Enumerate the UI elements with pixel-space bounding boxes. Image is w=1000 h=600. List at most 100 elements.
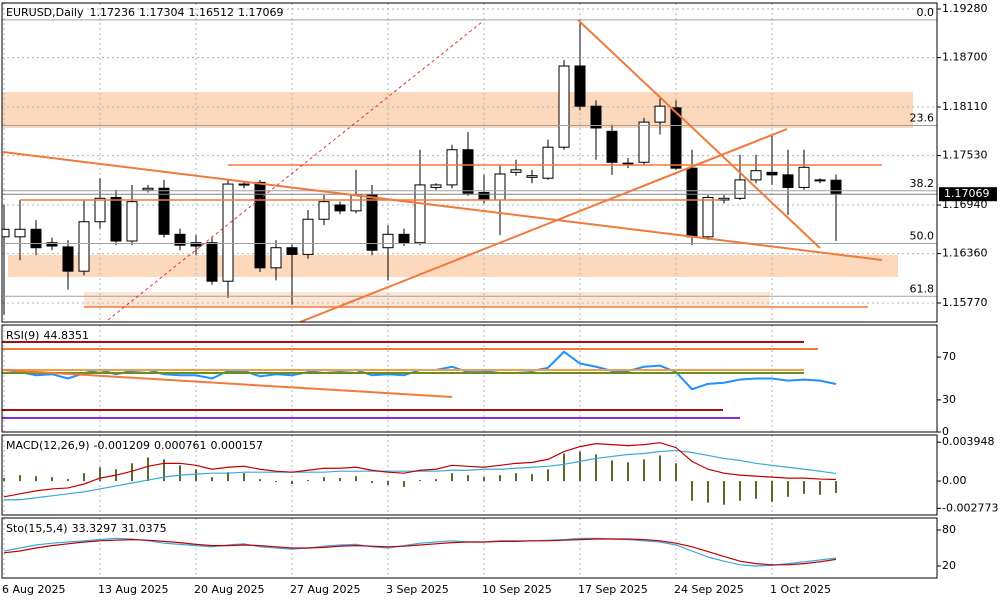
y-tick-label: 1.18110 (942, 100, 988, 113)
candle-body (494, 173, 506, 201)
y-tick-label: 1.17530 (942, 149, 988, 162)
histogram-bar (531, 474, 533, 482)
indicator-value: -0.001209 (94, 439, 150, 452)
histogram-bar (419, 480, 421, 482)
candle-body (558, 65, 570, 148)
x-tick-label: 20 Aug 2025 (194, 583, 264, 596)
chart-header: EURUSD,Daily 1.17236 1.17304 1.16512 1.17069 (6, 6, 283, 19)
series-group (3, 442, 837, 505)
histogram-bar (307, 480, 309, 482)
trend-line (3, 369, 453, 398)
histogram-bar (755, 481, 757, 499)
candle-body (350, 194, 362, 212)
y-tick-label: 20 (942, 559, 956, 572)
candle-body (446, 149, 458, 186)
histogram-bar (771, 481, 773, 502)
histogram-bar (371, 481, 373, 484)
candle-body (94, 197, 106, 223)
panel-frame (1, 324, 938, 433)
candle-body (814, 179, 826, 182)
candle-body (382, 233, 394, 249)
candle-body (270, 247, 282, 269)
histogram-bar (787, 481, 789, 497)
candle-body (830, 179, 842, 195)
y-tick-label: 1.15770 (942, 296, 988, 309)
histogram-bar (435, 479, 437, 482)
histogram-bar (579, 451, 581, 482)
candle-body (2, 228, 10, 238)
y-tick-label: 1.19280 (942, 2, 988, 15)
candle-body (174, 233, 186, 246)
candle-body (590, 105, 602, 129)
candle-body (158, 187, 170, 235)
panel-frame (1, 2, 938, 323)
candle-body (238, 183, 250, 186)
candle-body (286, 247, 298, 255)
x-tick-label: 6 Aug 2025 (2, 583, 65, 596)
fib-label: 23.6 (910, 111, 935, 124)
histogram-bar (403, 481, 405, 487)
y-tick-label: 70 (942, 350, 956, 363)
histogram-bar (627, 462, 629, 482)
y-tick-label: 0 (942, 425, 949, 438)
stoch-header: Sto(15,5,4) 33.3297 31.0375 (6, 522, 167, 535)
candle-body (126, 201, 138, 242)
candle-body (110, 196, 122, 242)
close-value: 1.17069 (238, 6, 284, 19)
histogram-bar (323, 477, 325, 482)
trend-line (577, 19, 821, 249)
candle-body (798, 166, 810, 188)
candle-body (702, 196, 714, 238)
drawings (2, 19, 883, 322)
candle-body (686, 167, 698, 238)
candle-body (334, 204, 346, 212)
x-tick-label: 3 Sep 2025 (386, 583, 449, 596)
histogram-bar (243, 473, 245, 482)
histogram-bar (131, 463, 133, 482)
histogram-bar (3, 478, 5, 482)
indicator-name: RSI(9) (6, 329, 39, 342)
drawings (2, 341, 818, 419)
candle-body (414, 184, 426, 244)
histogram-bar (547, 469, 549, 482)
indicator-line (4, 449, 837, 501)
indicator-value: 0.000157 (211, 439, 264, 452)
price-tag-label: 1.17069 (944, 187, 990, 200)
candle-body (782, 174, 794, 188)
y-tick-label: -0.002773 (942, 501, 998, 514)
histogram-bar (387, 481, 389, 485)
indicator-value: 0.000761 (154, 439, 207, 452)
histogram-bar (467, 475, 469, 482)
candle-body (190, 242, 202, 247)
histogram-bar (163, 459, 165, 482)
histogram-bar (195, 469, 197, 482)
histogram-bar (67, 479, 69, 482)
indicator-line (3, 538, 837, 566)
histogram-bar (227, 472, 229, 482)
x-tick-label: 24 Sep 2025 (674, 583, 744, 596)
histogram-bar (691, 481, 693, 501)
trend-line (107, 21, 483, 321)
candle-body (542, 146, 554, 179)
histogram-bar (147, 457, 149, 482)
histogram-bar (739, 481, 741, 501)
y-tick-label: 30 (942, 393, 956, 406)
histogram-bar (515, 473, 517, 482)
candle-body (766, 171, 778, 176)
indicator-line (3, 442, 837, 498)
histogram-bar (291, 481, 293, 485)
y-tick-label: 1.18700 (942, 51, 988, 64)
x-tick-label: 10 Sep 2025 (482, 583, 552, 596)
zone (2, 92, 913, 128)
series-group (3, 537, 837, 567)
candle-body (478, 191, 490, 201)
histogram-bar (659, 455, 661, 482)
trend-line (2, 151, 883, 261)
histogram-bar (803, 481, 805, 494)
histogram-bar (595, 454, 597, 482)
candle-body (14, 228, 26, 238)
histogram-bar (211, 477, 213, 482)
fib-label: 38.2 (910, 177, 935, 190)
histogram-bar (675, 463, 677, 482)
candle-body (78, 221, 90, 272)
